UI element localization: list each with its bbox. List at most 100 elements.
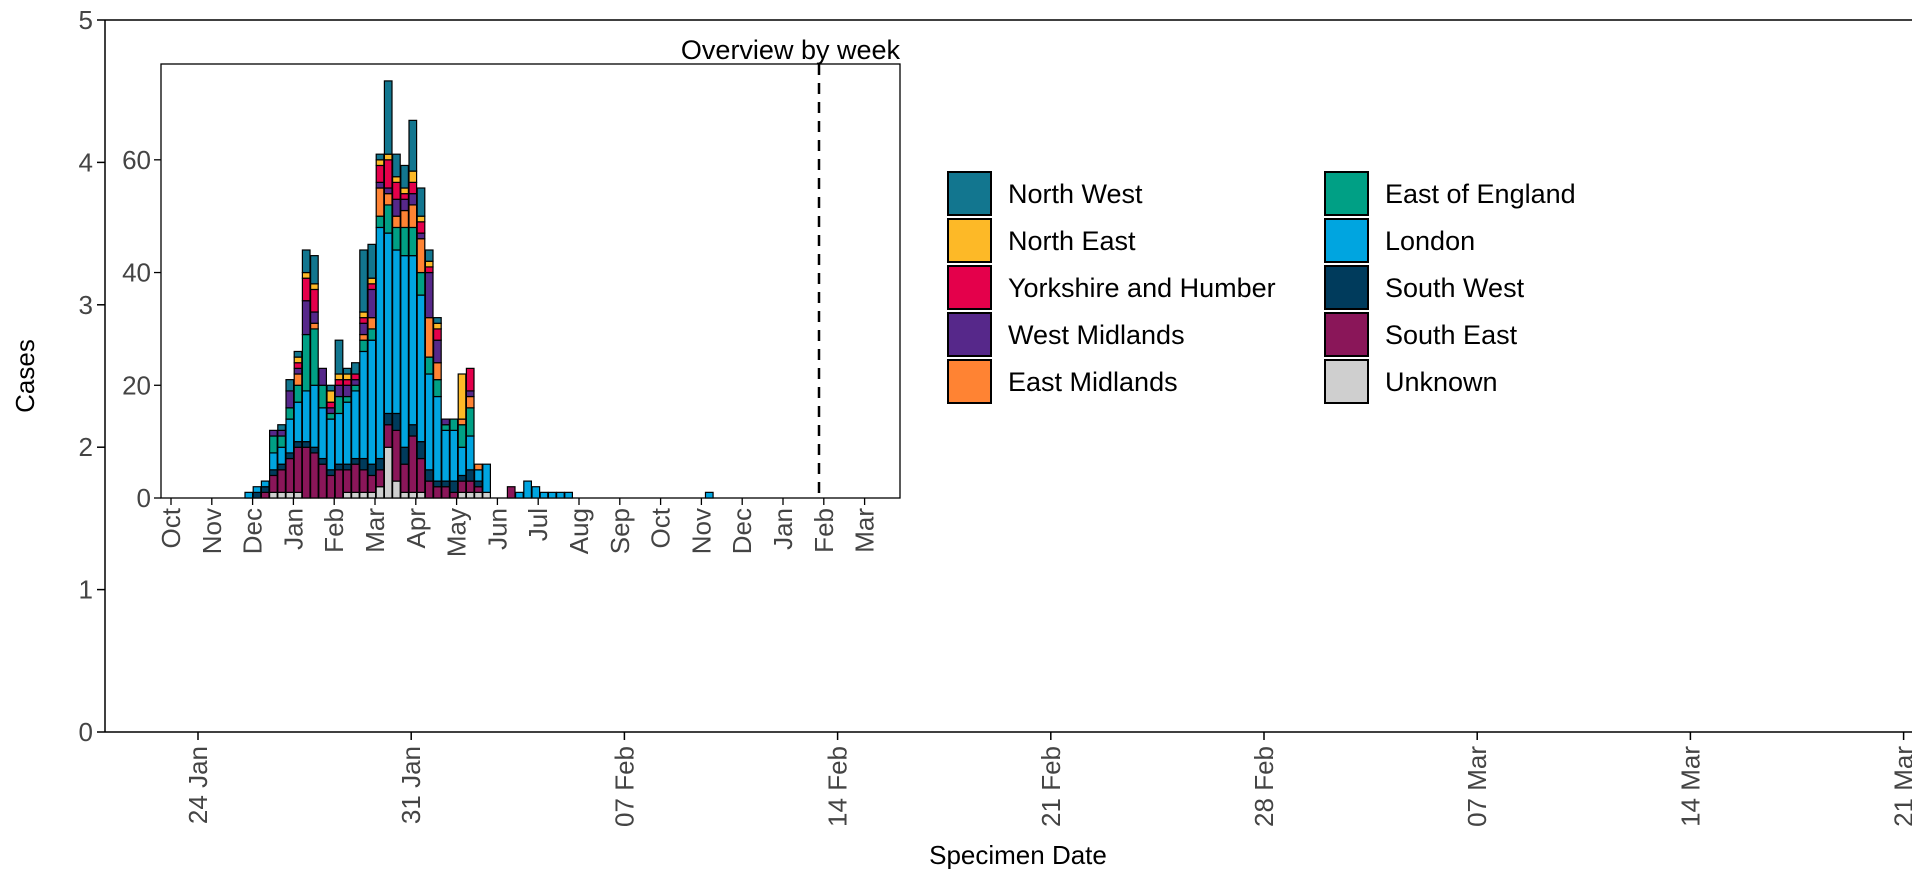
bar-segment	[285, 379, 295, 392]
legend: North West North East Yorkshire and Humber…	[947, 171, 1576, 404]
bar-segment	[310, 452, 319, 499]
bar-segment	[392, 198, 401, 217]
bar-segment	[367, 328, 377, 341]
bar-segment	[367, 283, 377, 291]
bar-segment	[424, 260, 434, 268]
y-axis-label: Cases	[10, 339, 40, 413]
bar-segment	[342, 463, 352, 471]
bar-segment	[301, 333, 311, 392]
bar-segment	[326, 474, 336, 499]
bar-segment	[375, 159, 385, 167]
bar-segment	[326, 384, 336, 392]
bar-segment	[400, 209, 409, 229]
bar-segment	[351, 379, 360, 386]
bar-segment	[457, 373, 467, 420]
inset-x-tick-label: Aug	[564, 508, 594, 554]
inset-x-tick-label: Oct	[156, 507, 186, 548]
inset-x-tick-label: Jan	[768, 508, 798, 550]
legend-label: West Midlands	[1008, 320, 1185, 350]
bar-segment	[334, 379, 344, 386]
bar-segment	[392, 181, 401, 200]
bar-segment	[457, 424, 467, 448]
bar-segment	[424, 469, 434, 482]
bar-segment	[334, 412, 344, 465]
bar-segment	[367, 339, 377, 465]
bar-segment	[342, 401, 352, 465]
bar-segment	[334, 339, 344, 375]
x-axis-label: Specimen Date	[929, 840, 1107, 869]
bar-segment	[416, 294, 426, 443]
x-tick-label: 14 Feb	[823, 746, 853, 827]
bar-segment	[244, 491, 254, 499]
bar-segment	[310, 322, 319, 330]
bar-segment	[392, 153, 401, 178]
y-tick-label: 4	[79, 147, 93, 177]
bar-segment	[375, 215, 385, 229]
bar-segment	[474, 463, 483, 471]
bar-segment	[359, 339, 368, 353]
inset-y-ticks: 0 20 40 60	[122, 145, 161, 513]
bar-segment	[310, 384, 319, 448]
bar-segment	[367, 277, 377, 285]
inset-bars	[244, 80, 714, 499]
bar-segment	[408, 181, 418, 195]
inset-x-tick-label: Nov	[197, 508, 227, 554]
y-tick-label: 2	[79, 432, 93, 462]
bar-segment	[359, 311, 368, 319]
bar-segment	[465, 395, 475, 409]
bar-segment	[326, 401, 336, 409]
bar-segment	[359, 322, 368, 336]
bar-segment	[293, 367, 303, 375]
bar-segment	[539, 491, 549, 499]
bar-segment	[474, 469, 483, 482]
bar-segment	[285, 491, 295, 499]
bar-segment	[326, 412, 336, 420]
bar-segment	[424, 356, 434, 375]
bar-segment	[367, 243, 377, 279]
bar-segment	[269, 435, 278, 454]
bar-segment	[408, 424, 418, 437]
bar-segment	[531, 486, 541, 499]
bar-segment	[310, 328, 319, 386]
legend-swatch	[1324, 265, 1369, 310]
bar-segment	[367, 463, 377, 477]
bar-segment	[449, 418, 459, 431]
y-tick-label: 1	[79, 575, 93, 605]
bar-segment	[293, 356, 303, 364]
bar-segment	[293, 350, 303, 358]
bar-segment	[441, 424, 450, 431]
bar-segment	[400, 198, 409, 212]
bar-segment	[310, 288, 319, 313]
bar-segment	[408, 193, 418, 206]
inset-y-tick-label: 0	[137, 483, 151, 513]
bar-segment	[383, 412, 393, 426]
bar-segment	[465, 367, 475, 392]
bar-segment	[555, 491, 565, 499]
bar-segment	[433, 395, 442, 482]
bar-segment	[416, 232, 426, 240]
bar-segment	[293, 446, 303, 493]
inset-x-tick-label: Dec	[727, 508, 757, 554]
bar-segment	[416, 187, 426, 217]
legend-swatch	[1324, 359, 1369, 404]
bar-segment	[383, 204, 393, 234]
bar-segment	[359, 249, 368, 313]
bar-segment	[359, 457, 368, 471]
bar-segment	[285, 457, 295, 493]
bar-segment	[359, 469, 368, 493]
bar-segment	[277, 429, 286, 437]
inset-x-tick-label: Mar	[360, 508, 390, 553]
bar-segment	[375, 226, 385, 460]
bar-segment	[465, 390, 475, 398]
bar-segment	[310, 255, 319, 285]
bar-segment	[351, 491, 360, 499]
bar-segment	[433, 362, 442, 381]
bar-segment	[465, 491, 475, 499]
bar-segment	[400, 446, 409, 465]
bar-segment	[269, 469, 278, 477]
bar-segment	[400, 193, 409, 200]
bar-segment	[252, 486, 262, 493]
bar-segment	[375, 486, 385, 499]
legend-label: Yorkshire and Humber	[1008, 273, 1276, 303]
bar-segment	[269, 452, 278, 471]
